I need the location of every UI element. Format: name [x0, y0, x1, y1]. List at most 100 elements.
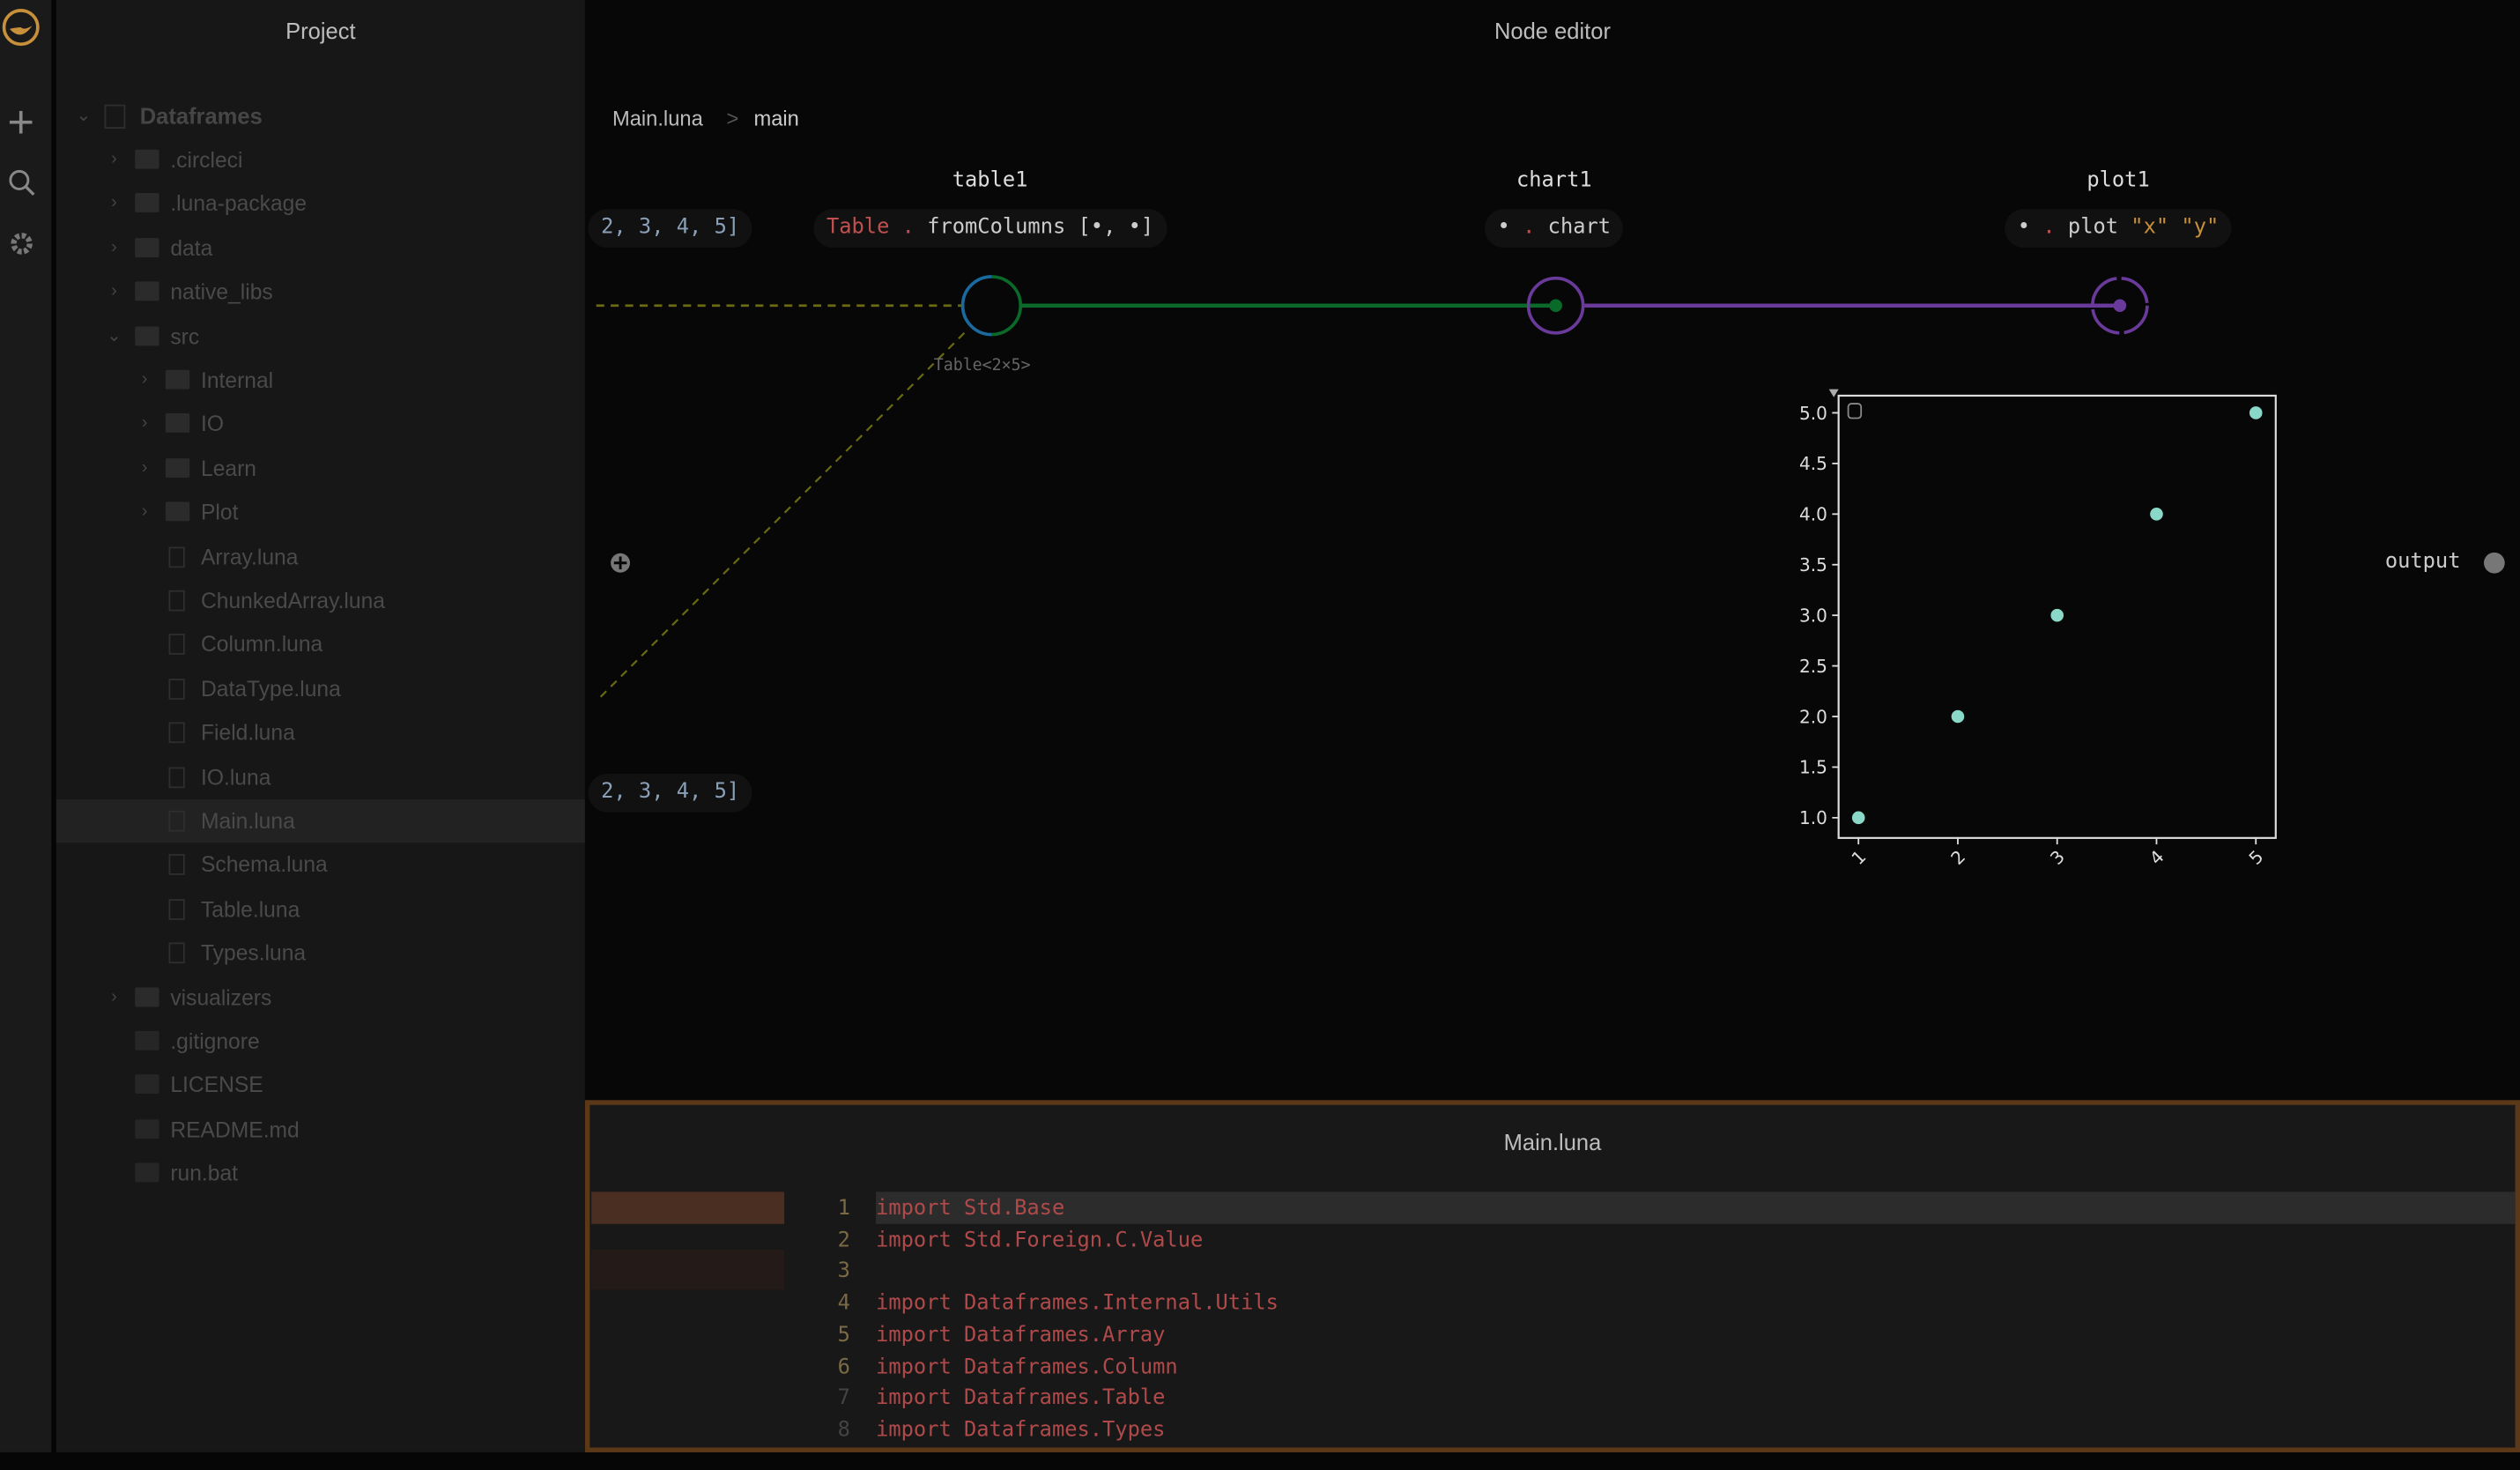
- line-number: 5: [837, 1323, 850, 1348]
- current-line-highlight: [876, 1192, 2516, 1224]
- expression-token: Table: [826, 215, 890, 240]
- sidebar-title: Project: [285, 18, 356, 44]
- folder-icon: [165, 413, 190, 434]
- tree-item[interactable]: ChunkedArray.luna: [56, 579, 585, 622]
- chevron-right-icon[interactable]: ›: [141, 457, 148, 478]
- tree-item[interactable]: Field.luna: [56, 711, 585, 754]
- data-point: [2249, 406, 2263, 419]
- chevron-right-icon[interactable]: ›: [111, 986, 117, 1006]
- node-chart1-expression[interactable]: • . chart: [1484, 209, 1624, 249]
- tree-root[interactable]: ⌄ Dataframes: [56, 95, 585, 138]
- node-table1-expression[interactable]: Table . fromColumns [•, •]: [813, 209, 1167, 249]
- node-editor[interactable]: Node editor Main.luna > main 2, 3, 4, 5]…: [584, 0, 2520, 1101]
- tree-item[interactable]: Types.luna: [56, 932, 585, 975]
- tree-item[interactable]: DataType.luna: [56, 667, 585, 710]
- tree-item[interactable]: › Internal: [56, 359, 585, 402]
- minimap[interactable]: [591, 1250, 785, 1290]
- chevron-right-icon[interactable]: ›: [141, 369, 148, 390]
- chevron-right-icon[interactable]: ›: [141, 413, 148, 434]
- tree-item[interactable]: Schema.luna: [56, 843, 585, 887]
- file-icon: [168, 678, 185, 700]
- tree-item[interactable]: › native_libs: [56, 271, 585, 314]
- node-table1-port: [960, 275, 1023, 337]
- breadcrumb-function[interactable]: main: [753, 106, 799, 130]
- tree-item-label: IO.luna: [201, 764, 271, 790]
- code-line[interactable]: import Dataframes.Array: [876, 1323, 1166, 1348]
- y-tick-label: 1.0: [1799, 807, 1827, 828]
- tree-item[interactable]: run.bat: [56, 1152, 585, 1195]
- data-point: [1851, 811, 1865, 825]
- tree-item-label: Main.luna: [201, 808, 295, 834]
- expression-token: .: [1523, 215, 1548, 240]
- tree-item[interactable]: LICENSE: [56, 1064, 585, 1107]
- node-table1-label[interactable]: table1: [952, 168, 1028, 193]
- tree-item[interactable]: .gitignore: [56, 1020, 585, 1063]
- tree-item-label: visualizers: [170, 984, 272, 1010]
- chevron-right-icon[interactable]: ›: [141, 501, 148, 522]
- chevron-right-icon[interactable]: ›: [111, 149, 117, 169]
- tree-item[interactable]: README.md: [56, 1108, 585, 1151]
- line-number: 8: [837, 1418, 850, 1443]
- gear-icon[interactable]: [8, 230, 35, 257]
- code-line[interactable]: import Dataframes.Column: [876, 1355, 1178, 1379]
- y-tick-label: 3.0: [1799, 605, 1827, 626]
- node-chart1-label[interactable]: chart1: [1516, 168, 1592, 193]
- tree-item[interactable]: › .circleci: [56, 138, 585, 182]
- activity-bar: [0, 0, 52, 1452]
- chevron-down-icon[interactable]: ⌄: [107, 325, 122, 345]
- tree-item[interactable]: › IO: [56, 403, 585, 446]
- line-number: 3: [837, 1259, 850, 1285]
- code-line[interactable]: import Dataframes.Internal.Utils: [876, 1291, 1279, 1317]
- luna-logo-icon[interactable]: [2, 8, 43, 49]
- y-tick-label: 5.0: [1799, 403, 1827, 424]
- y-tick-label: 4.0: [1799, 504, 1827, 525]
- input-pill-1[interactable]: 2, 3, 4, 5]: [588, 209, 752, 249]
- minimap-viewport[interactable]: [591, 1192, 785, 1224]
- tree-item[interactable]: › Learn: [56, 447, 585, 490]
- chevron-right-icon[interactable]: ›: [111, 281, 117, 301]
- code-line[interactable]: import Dataframes.Table: [876, 1386, 1166, 1411]
- chevron-down-icon[interactable]: ⌄: [76, 106, 92, 126]
- code-line[interactable]: import Std.Base: [876, 1196, 1065, 1221]
- tree-item-label: Schema.luna: [201, 852, 328, 878]
- tree-item[interactable]: IO.luna: [56, 755, 585, 798]
- tree-item[interactable]: › Plot: [56, 491, 585, 534]
- code-line[interactable]: import Dataframes.Types: [876, 1418, 1166, 1443]
- output-port-icon: [2483, 552, 2505, 574]
- add-node-icon: [611, 553, 631, 573]
- expression-token: fromColumns [•, •]: [927, 215, 1154, 240]
- file-icon: [168, 898, 185, 920]
- data-point: [2050, 608, 2064, 622]
- folder-icon: [135, 149, 159, 169]
- folder-icon: [165, 501, 190, 522]
- folder-icon: [165, 457, 190, 478]
- tree-item[interactable]: › visualizers: [56, 976, 585, 1019]
- x-tick-label: 3: [2046, 846, 2069, 869]
- input-pill-2[interactable]: 2, 3, 4, 5]: [588, 773, 752, 813]
- tree-item[interactable]: ⌄ src: [56, 315, 585, 358]
- chevron-right-icon[interactable]: ›: [111, 237, 117, 257]
- file-icon: [168, 722, 185, 744]
- tree-item[interactable]: Column.luna: [56, 623, 585, 666]
- output-label: output: [2384, 550, 2461, 575]
- search-icon[interactable]: [8, 169, 37, 198]
- data-point: [1951, 709, 1965, 724]
- node-plot1-label[interactable]: plot1: [2086, 168, 2150, 193]
- folder-icon: [135, 237, 159, 257]
- editor-title: Main.luna: [1503, 1129, 1602, 1155]
- tree-item[interactable]: Table.luna: [56, 887, 585, 931]
- node-chart1-port: [1526, 276, 1585, 335]
- tree-item[interactable]: Array.luna: [56, 535, 585, 578]
- code-line[interactable]: import Std.Foreign.C.Value: [876, 1228, 1204, 1253]
- node-plot1-expression[interactable]: • . plot "x" "y": [2005, 209, 2232, 249]
- input-edge-2: [595, 332, 966, 702]
- breadcrumb-file[interactable]: Main.luna: [611, 106, 703, 130]
- plus-icon[interactable]: [8, 109, 33, 135]
- tree-item[interactable]: › data: [56, 226, 585, 270]
- chevron-right-icon[interactable]: ›: [111, 193, 117, 213]
- tree-item[interactable]: › .luna-package: [56, 182, 585, 226]
- windows-file-icon: [135, 1162, 159, 1183]
- status-bar: [0, 1451, 2520, 1470]
- tree-item-label: Field.luna: [201, 720, 295, 746]
- tree-item[interactable]: Main.luna: [56, 799, 585, 843]
